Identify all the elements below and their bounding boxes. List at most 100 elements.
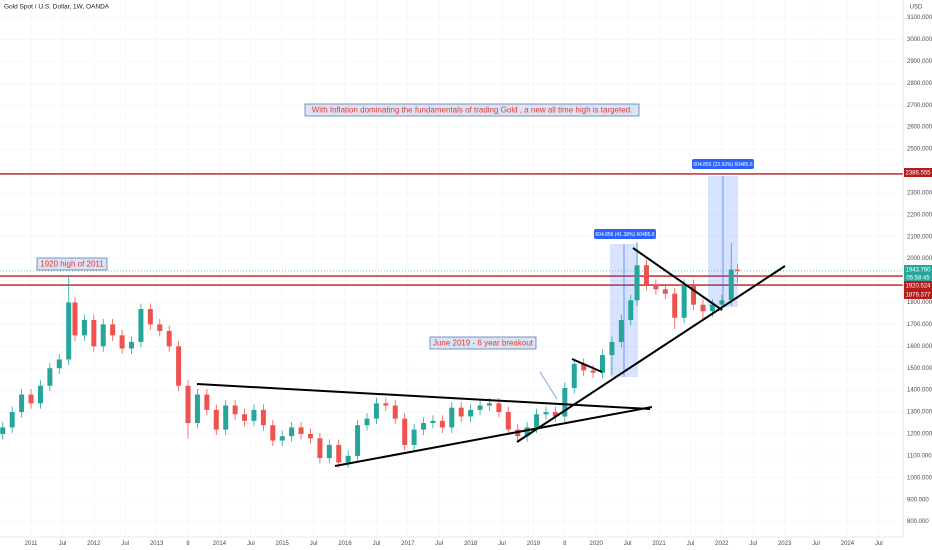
candle-body [298, 427, 304, 434]
candle-body [166, 330, 172, 347]
candle-body [0, 427, 6, 434]
axis-labels: 800.000 900.000 1000.000 1100.000 1200.000 13… [25, 15, 932, 547]
candle-body [9, 412, 15, 428]
candle-body [279, 436, 285, 441]
x-tick-label: 2011 [25, 541, 39, 547]
x-tick-label: 2019 [527, 541, 541, 547]
time-axis [0, 537, 932, 550]
candle-body [653, 284, 659, 290]
y-tick-label: 2000.000 [907, 256, 932, 262]
x-tick-label: Jul [498, 541, 506, 547]
candle-body [458, 407, 464, 417]
candle-body [439, 420, 445, 428]
y-tick-label: 1300.000 [907, 410, 932, 416]
candle-body [609, 341, 615, 356]
chart-title: Gold Spot / U.S. Dollar, 1W, OANDA [4, 4, 110, 11]
candle-body [421, 423, 427, 430]
candle-body [728, 269, 734, 301]
measure-label: 604.856 (23.93%) 60485.6 [693, 162, 752, 168]
y-tick-label: 2100.000 [907, 234, 932, 240]
trendline [516, 265, 786, 443]
y-tick-label: 1400.000 [907, 388, 932, 394]
annotation-box [36, 257, 108, 271]
candle-body [100, 324, 106, 347]
x-tick-label: Jul [624, 541, 632, 547]
x-tick-label: 2017 [401, 541, 415, 547]
candle-body [600, 355, 606, 373]
candle-body [91, 320, 97, 347]
x-tick-label: Jul [121, 541, 129, 547]
x-tick-label: 2015 [276, 541, 290, 547]
y-tick-label: 1000.000 [907, 475, 932, 481]
price-tag-label: 1943.760 [905, 268, 931, 274]
candle-body [307, 433, 313, 439]
candle-body [213, 409, 219, 430]
candle-body [176, 346, 182, 386]
candle-body [496, 403, 502, 413]
x-tick-label: Jul [247, 541, 255, 547]
candle-body [449, 407, 455, 428]
candle-body [270, 425, 276, 441]
candle-body [47, 368, 53, 386]
candle-body [37, 385, 43, 404]
trendline [334, 406, 653, 467]
annotation-box [304, 103, 640, 117]
x-tick-label: Jul [435, 541, 443, 547]
candle-body [571, 363, 577, 388]
candle-body [157, 324, 163, 331]
x-tick-label: 2018 [464, 541, 478, 547]
y-tick-label: 800.000 [907, 519, 929, 525]
candle-body [709, 304, 715, 312]
candle-body [662, 289, 668, 294]
candle-body [524, 427, 530, 437]
candle-body [56, 359, 62, 369]
trendline [632, 247, 723, 311]
candle-body [681, 284, 687, 318]
candle-body [618, 320, 624, 342]
y-tick-label: 1600.000 [907, 344, 932, 350]
trendline [571, 358, 603, 373]
candle-body [486, 403, 492, 406]
candle-body [643, 265, 649, 285]
candle-body [204, 394, 210, 410]
annotation: 1920 high of 2011 [40, 260, 104, 269]
x-tick-label: Jul [373, 541, 381, 547]
measure-label-box [594, 229, 656, 239]
price-tag [904, 281, 932, 290]
candle-body [110, 324, 116, 336]
candle-body [719, 300, 725, 305]
candle-body [383, 403, 389, 406]
candle-body [392, 405, 398, 419]
y-tick-label: 1800.000 [907, 300, 932, 306]
candle-body [402, 418, 408, 445]
candle-body [672, 293, 678, 318]
candle-body [562, 387, 568, 417]
y-tick-label: 1100.000 [907, 453, 932, 459]
candle-body [477, 405, 483, 410]
candle-body [430, 420, 436, 424]
y-tick-label: 2500.000 [907, 147, 932, 153]
y-tick-label: 2300.000 [907, 190, 932, 196]
y-tick-label: 900.000 [907, 497, 929, 503]
candle-body [355, 425, 361, 456]
annotation-box [429, 336, 537, 350]
candle-body [19, 394, 25, 413]
candle-body [411, 429, 417, 445]
y-tick-label: 3000.000 [907, 37, 932, 43]
candle-body [185, 385, 191, 424]
x-tick-label: 2012 [87, 541, 101, 547]
price-tag [904, 265, 932, 282]
x-tick-label: 2013 [150, 541, 164, 547]
candle-body [336, 444, 342, 463]
candle-body [72, 302, 78, 336]
x-tick-label: 8 [186, 541, 190, 547]
x-tick-label: Jul [875, 541, 883, 547]
y-tick-label: 2700.000 [907, 103, 932, 109]
candle-body [735, 269, 741, 271]
x-tick-label: Jul [749, 541, 757, 547]
countdown: 05:58:45 [906, 276, 930, 282]
x-tick-label: Jul [687, 541, 695, 547]
y-tick-label: 3100.000 [907, 15, 932, 21]
annotation: With Inflation dominating the fundamenta… [312, 106, 633, 115]
